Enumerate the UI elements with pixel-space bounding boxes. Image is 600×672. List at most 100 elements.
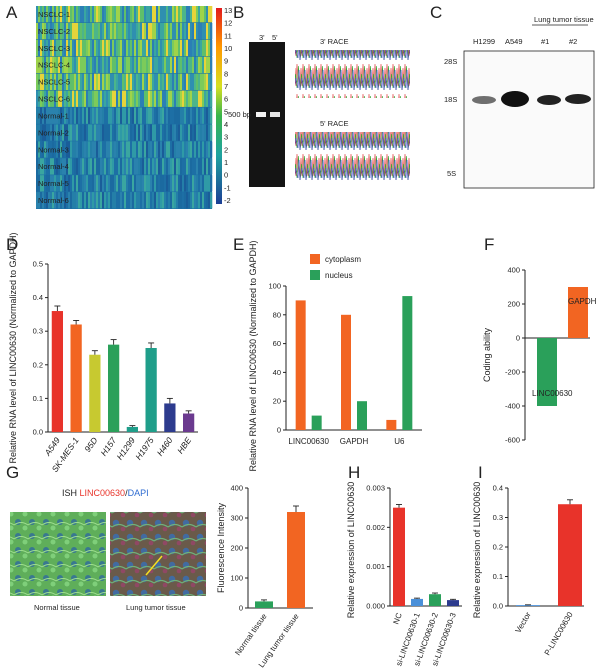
heatmap-row-label: Normal-2 xyxy=(38,128,69,137)
y-tick-label: 0.3 xyxy=(33,327,43,336)
heatmap-cell xyxy=(76,56,79,74)
heatmap-cell xyxy=(40,6,43,23)
heatmap-cell xyxy=(46,175,49,192)
heatmap-row-label: NSCLC-5 xyxy=(38,78,70,87)
heatmap-cell xyxy=(58,6,61,23)
heatmap-cell xyxy=(188,22,191,40)
bar-95d xyxy=(89,354,101,432)
lane-h1299: H1299 xyxy=(473,37,495,46)
heatmap-cell xyxy=(108,141,111,158)
heatmap-cell xyxy=(68,192,71,209)
heatmap-cell xyxy=(140,39,143,57)
bar-p-linc00630 xyxy=(558,504,582,606)
heatmap-cell xyxy=(98,73,101,90)
heatmap-cell xyxy=(184,39,187,57)
heatmap-cell xyxy=(150,141,153,158)
heatmap-cell xyxy=(66,56,69,74)
heatmap-cell xyxy=(112,124,115,141)
heatmap-cell xyxy=(80,175,83,192)
heatmap-cell xyxy=(154,124,157,141)
bar-nucleus-u6 xyxy=(402,296,413,430)
heatmap-cell xyxy=(130,158,133,175)
heatmap-cell xyxy=(176,107,179,124)
band-h1299 xyxy=(472,96,496,104)
heatmap-cell xyxy=(150,107,153,124)
heatmap-cell xyxy=(206,22,209,40)
heatmap-cell xyxy=(140,107,143,124)
heatmap-cell xyxy=(208,39,211,57)
heatmap-cell xyxy=(94,39,97,57)
heatmap-cell xyxy=(70,22,73,40)
heatmap-cell xyxy=(92,6,95,23)
heatmap-cell xyxy=(40,158,43,175)
heatmap-cell xyxy=(196,22,199,40)
heatmap-cell xyxy=(86,39,89,57)
heatmap-cell xyxy=(118,107,121,124)
heatmap-cell xyxy=(144,192,147,209)
heatmap-cell xyxy=(130,56,133,74)
heatmap-cell xyxy=(184,141,187,158)
heatmap-cell xyxy=(168,56,171,74)
heatmap-cell xyxy=(44,73,47,90)
heatmap-cell xyxy=(152,56,155,74)
heatmap-cell xyxy=(40,73,43,90)
heatmap-cell xyxy=(196,6,199,23)
heatmap-cell xyxy=(162,192,165,209)
heatmap-cell xyxy=(96,6,99,23)
heatmap-cell xyxy=(36,107,39,124)
heatmap-cell xyxy=(132,6,135,23)
heatmap-cell xyxy=(66,175,69,192)
heatmap-cell xyxy=(178,124,181,141)
x-tick-label: 95D xyxy=(82,435,99,454)
heatmap-cell xyxy=(92,107,95,124)
heatmap-cell xyxy=(168,124,171,141)
heatmap-cell xyxy=(36,6,39,23)
heatmap-cell xyxy=(204,141,207,158)
heatmap-cell xyxy=(202,192,205,209)
heatmap-cell xyxy=(106,124,109,141)
heatmap-cell xyxy=(152,22,155,40)
heatmap-cell xyxy=(94,22,97,40)
heatmap-cell xyxy=(170,73,173,90)
heatmap-cell xyxy=(90,6,93,23)
heatmap-cell xyxy=(128,175,131,192)
heatmap-cell xyxy=(74,158,77,175)
heatmap-cell xyxy=(90,175,93,192)
heatmap-cell xyxy=(184,175,187,192)
heatmap-cell xyxy=(178,73,181,90)
heatmap-cell xyxy=(142,6,145,23)
heatmap-cell xyxy=(62,124,65,141)
heatmap-cell xyxy=(158,158,161,175)
heatmap-cell xyxy=(112,90,115,107)
heatmap-cell xyxy=(72,56,75,74)
heatmap-cell xyxy=(194,90,197,107)
heatmap-cell xyxy=(200,22,203,40)
heatmap-cell xyxy=(90,192,93,209)
heatmap-cell xyxy=(52,56,55,74)
heatmap-cell xyxy=(94,56,97,74)
heatmap-cell xyxy=(52,6,55,23)
heatmap-cell xyxy=(192,73,195,90)
heatmap-cell xyxy=(182,6,185,23)
heatmap-cell xyxy=(128,56,131,74)
heatmap-cell xyxy=(102,158,105,175)
heatmap-cell xyxy=(104,6,107,23)
heatmap-cell xyxy=(124,175,127,192)
heatmap-cell xyxy=(126,56,129,74)
heatmap-cell xyxy=(122,90,125,107)
heatmap-cell xyxy=(102,192,105,209)
heatmap-cell xyxy=(208,192,211,209)
heatmap-cell xyxy=(56,56,59,74)
heatmap-cell xyxy=(122,73,125,90)
heatmap-cell xyxy=(180,107,183,124)
panel-label-h: H xyxy=(348,463,360,482)
heatmap-cell xyxy=(136,6,139,23)
chart-d: 0.0 0.1 0.2 0.3 0.4 0.5 Relative RNA level of … xyxy=(8,232,198,474)
bar-h1299 xyxy=(126,426,138,432)
heatmap-cell xyxy=(152,192,155,209)
heatmap-cell xyxy=(152,39,155,57)
heatmap-cell xyxy=(186,56,189,74)
heatmap-cell xyxy=(78,6,81,23)
heatmap-cell xyxy=(146,73,149,90)
y-tick-label: 100 xyxy=(268,282,281,291)
